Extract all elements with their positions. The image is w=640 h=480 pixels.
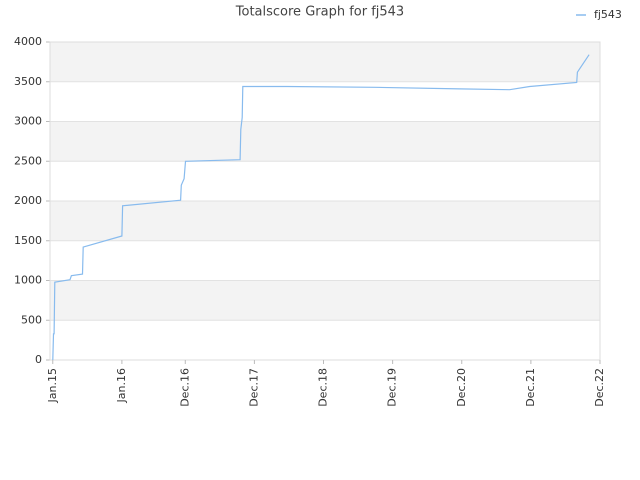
y-tick-label: 2500 [14, 154, 42, 167]
x-tick-label: Dec.16 [178, 368, 191, 407]
grid-band [50, 280, 600, 321]
x-tick-label: Dec.22 [593, 368, 606, 407]
data-line [52, 54, 590, 361]
x-tick-label: Jan.16 [115, 368, 128, 403]
y-tick-label: 1000 [14, 274, 42, 287]
y-tick-label: 500 [21, 313, 42, 326]
x-tick-label: Dec.18 [317, 368, 330, 407]
legend-label: fj543 [594, 8, 622, 21]
chart-title: Totalscore Graph for fj543 [235, 5, 404, 20]
y-tick-label: 1500 [14, 234, 42, 247]
x-tick-label: Dec.21 [524, 368, 537, 407]
x-tick-label: Dec.19 [386, 368, 399, 407]
y-tick-label: 2000 [14, 194, 42, 207]
plot-frame [49, 41, 601, 361]
grid-band [50, 201, 600, 241]
y-tick-label: 0 [35, 353, 42, 366]
y-tick-label: 3000 [14, 115, 42, 128]
x-tick-label: Jan.15 [46, 368, 59, 403]
x-tick-label: Dec.20 [455, 368, 468, 407]
x-tick-label: Dec.17 [247, 368, 260, 407]
y-tick-label: 3500 [14, 75, 42, 88]
grid-band [50, 42, 600, 82]
y-tick-label: 4000 [14, 35, 42, 48]
grid-band [50, 121, 600, 162]
